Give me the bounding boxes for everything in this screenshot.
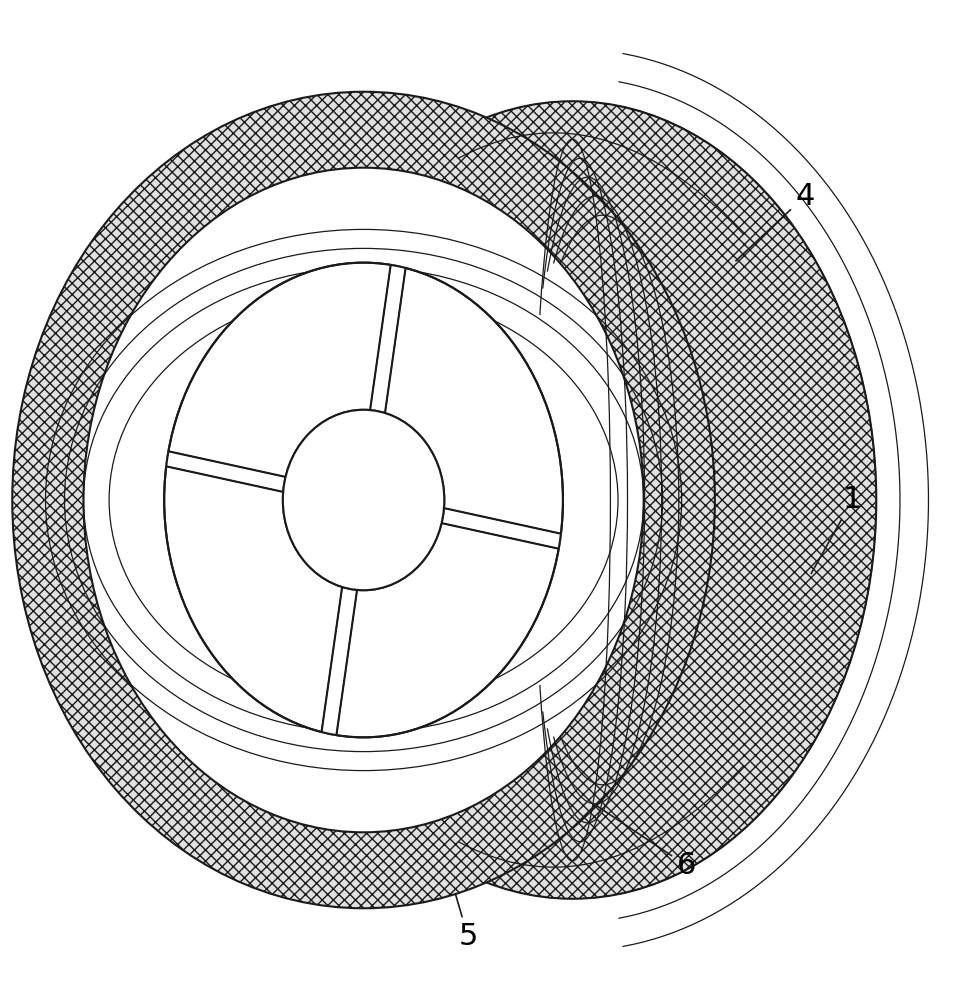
Text: 6: 6 — [575, 791, 696, 880]
Ellipse shape — [83, 168, 644, 832]
Text: 4: 4 — [736, 182, 815, 261]
Ellipse shape — [283, 410, 444, 590]
Ellipse shape — [283, 410, 444, 590]
Polygon shape — [166, 451, 286, 492]
Ellipse shape — [268, 101, 877, 899]
Ellipse shape — [443, 348, 702, 652]
Text: 5: 5 — [445, 859, 478, 951]
Ellipse shape — [164, 263, 562, 737]
Text: 1: 1 — [811, 486, 862, 574]
Ellipse shape — [12, 92, 715, 908]
Polygon shape — [371, 265, 406, 412]
Polygon shape — [322, 588, 357, 735]
Polygon shape — [442, 508, 562, 549]
